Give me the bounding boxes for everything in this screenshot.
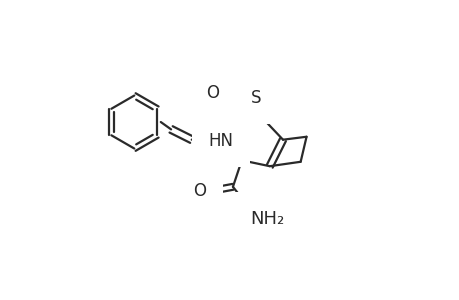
Text: NH₂: NH₂: [250, 210, 284, 228]
Text: S: S: [251, 89, 261, 107]
Text: HN: HN: [208, 132, 233, 150]
Text: O: O: [205, 84, 218, 102]
Text: O: O: [193, 182, 206, 200]
